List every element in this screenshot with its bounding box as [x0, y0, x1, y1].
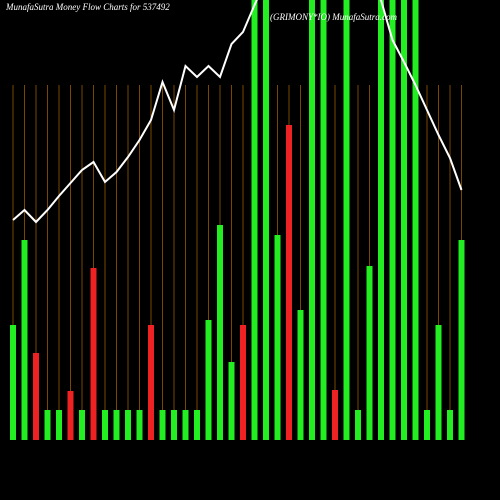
bar — [136, 410, 143, 440]
bar — [79, 410, 85, 440]
bar — [159, 410, 166, 440]
bar — [171, 410, 177, 440]
money-flow-line — [12, 0, 463, 224]
chart-title: MunafaSutra Money Flow Charts for 537492 — [5, 2, 170, 12]
bar — [309, 0, 315, 440]
bar — [412, 0, 419, 440]
bar — [355, 410, 361, 440]
bar — [90, 268, 97, 440]
chart-subtitle: (GRIMONY*IO) MunafaSutra.com — [270, 12, 397, 22]
bar — [458, 240, 465, 440]
bar — [447, 410, 453, 440]
bar — [320, 0, 327, 440]
bar — [113, 410, 120, 440]
bar — [10, 325, 16, 440]
bar — [148, 325, 154, 440]
bar — [343, 0, 350, 440]
bar — [297, 310, 304, 440]
bar — [366, 266, 373, 440]
bar — [424, 410, 430, 440]
bar — [401, 0, 407, 440]
bar — [194, 410, 200, 440]
bar — [378, 0, 384, 440]
bar — [67, 391, 74, 440]
bar — [332, 390, 338, 440]
bar — [389, 0, 396, 440]
bar — [240, 325, 246, 440]
bar — [217, 225, 223, 440]
bar — [44, 410, 51, 440]
bar — [286, 125, 292, 440]
bar — [21, 240, 28, 440]
bar — [102, 410, 108, 440]
bar — [205, 320, 212, 440]
bar — [33, 353, 39, 440]
bar — [274, 235, 281, 440]
bar — [251, 0, 258, 440]
bar — [435, 325, 442, 440]
bar — [56, 410, 62, 440]
bar — [182, 410, 189, 440]
bar — [263, 0, 269, 440]
bar — [125, 410, 131, 440]
bar — [228, 362, 235, 440]
